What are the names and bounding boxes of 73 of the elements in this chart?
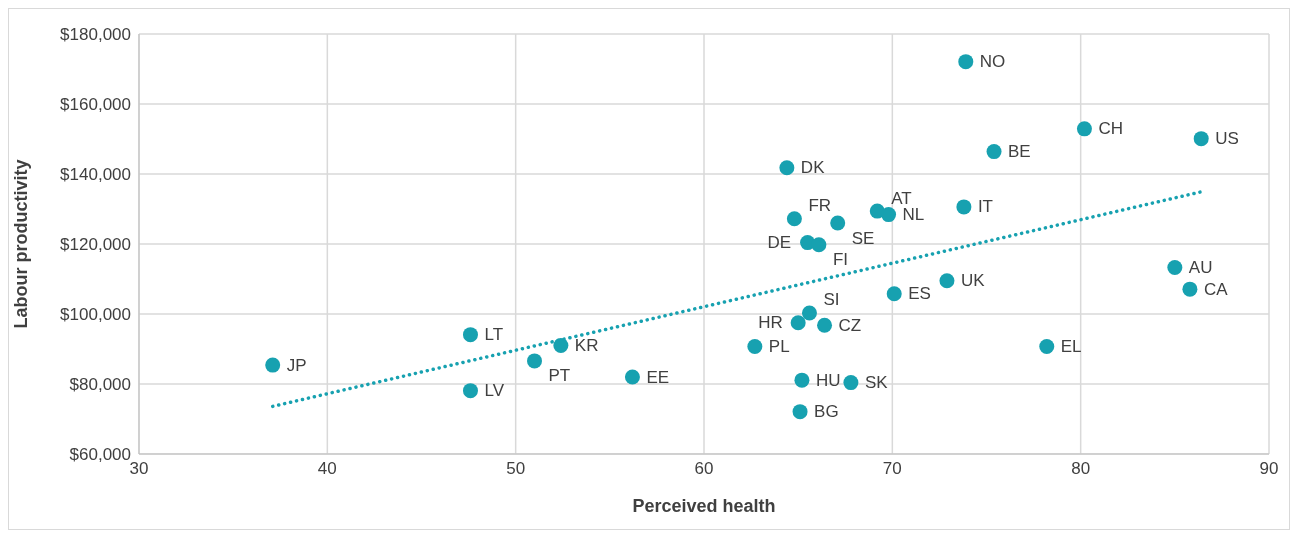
x-tick-label: 40 xyxy=(317,459,337,479)
annotation: CH xyxy=(1098,119,1123,139)
point xyxy=(956,199,972,215)
y-axis-title: Labour productivity xyxy=(11,159,32,329)
annotation: DE xyxy=(767,233,792,253)
y-tick-label: $100,000 xyxy=(60,305,131,325)
point xyxy=(1167,259,1183,275)
annotation: BG xyxy=(814,402,839,422)
point xyxy=(747,339,763,355)
annotation: FR xyxy=(808,196,832,216)
x-tick-label: 90 xyxy=(1259,459,1279,479)
annotation: HR xyxy=(758,313,783,333)
annotation: JP xyxy=(286,355,307,375)
x-tick-label: 80 xyxy=(1071,459,1091,479)
point xyxy=(958,54,974,70)
annotation: SK xyxy=(864,373,889,393)
annotation: ES xyxy=(908,284,931,304)
x-tick-label: 50 xyxy=(506,459,526,479)
point xyxy=(939,273,955,289)
annotation: UK xyxy=(960,271,986,291)
x-tick-label: 70 xyxy=(882,459,902,479)
annotation: FI xyxy=(832,250,848,270)
point xyxy=(786,211,802,227)
annotation: CZ xyxy=(838,315,862,335)
point xyxy=(790,315,806,331)
x-axis-title: Perceived health xyxy=(632,496,776,516)
y-tick-label: $140,000 xyxy=(60,165,131,185)
point xyxy=(811,237,827,253)
annotation: NO xyxy=(979,52,1006,72)
point xyxy=(527,353,542,369)
point xyxy=(1182,281,1198,297)
annotation: PL xyxy=(768,337,790,357)
point xyxy=(794,372,810,388)
annotation: EL xyxy=(1060,337,1082,357)
annotation: DK xyxy=(800,158,826,178)
annotation: SI xyxy=(823,290,840,310)
annotation: US xyxy=(1215,129,1239,149)
point xyxy=(1076,121,1092,137)
point xyxy=(624,369,640,385)
annotation: AT xyxy=(891,188,912,208)
y-tick-label: $120,000 xyxy=(60,235,131,255)
annotation: CA xyxy=(1203,279,1229,299)
annotation: PT xyxy=(548,366,571,386)
point xyxy=(779,160,795,176)
point xyxy=(843,375,859,391)
annotation: AU xyxy=(1188,257,1213,277)
annotation: IT xyxy=(977,197,994,217)
point xyxy=(462,383,478,399)
annotation: LT xyxy=(484,325,504,345)
annotation: SE xyxy=(851,228,875,248)
x-tick-label: 60 xyxy=(694,459,714,479)
point xyxy=(830,215,846,231)
y-tick-label: $80,000 xyxy=(69,375,131,395)
y-tick-label: $160,000 xyxy=(60,95,131,115)
x-tick-label: 30 xyxy=(129,459,149,479)
point xyxy=(986,144,1002,160)
point xyxy=(881,207,897,223)
point xyxy=(1193,131,1209,147)
point xyxy=(792,404,808,420)
point xyxy=(1039,339,1055,355)
annotation: HU xyxy=(815,370,841,390)
annotation: EE xyxy=(646,367,670,387)
point xyxy=(886,286,902,302)
annotation: KR xyxy=(574,336,599,355)
y-tick-label: $60,000 xyxy=(69,445,131,465)
annotation: LV xyxy=(484,381,505,401)
annotation: BE xyxy=(1008,142,1031,162)
point xyxy=(801,305,817,321)
y-tick-label: $180,000 xyxy=(60,25,131,45)
point xyxy=(817,317,833,333)
point xyxy=(462,327,478,343)
point xyxy=(265,357,281,373)
annotation: NL xyxy=(902,205,925,225)
